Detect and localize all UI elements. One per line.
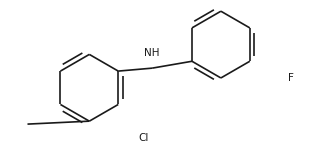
Text: F: F bbox=[288, 73, 294, 83]
Text: Cl: Cl bbox=[138, 133, 148, 143]
Text: NH: NH bbox=[144, 48, 160, 58]
